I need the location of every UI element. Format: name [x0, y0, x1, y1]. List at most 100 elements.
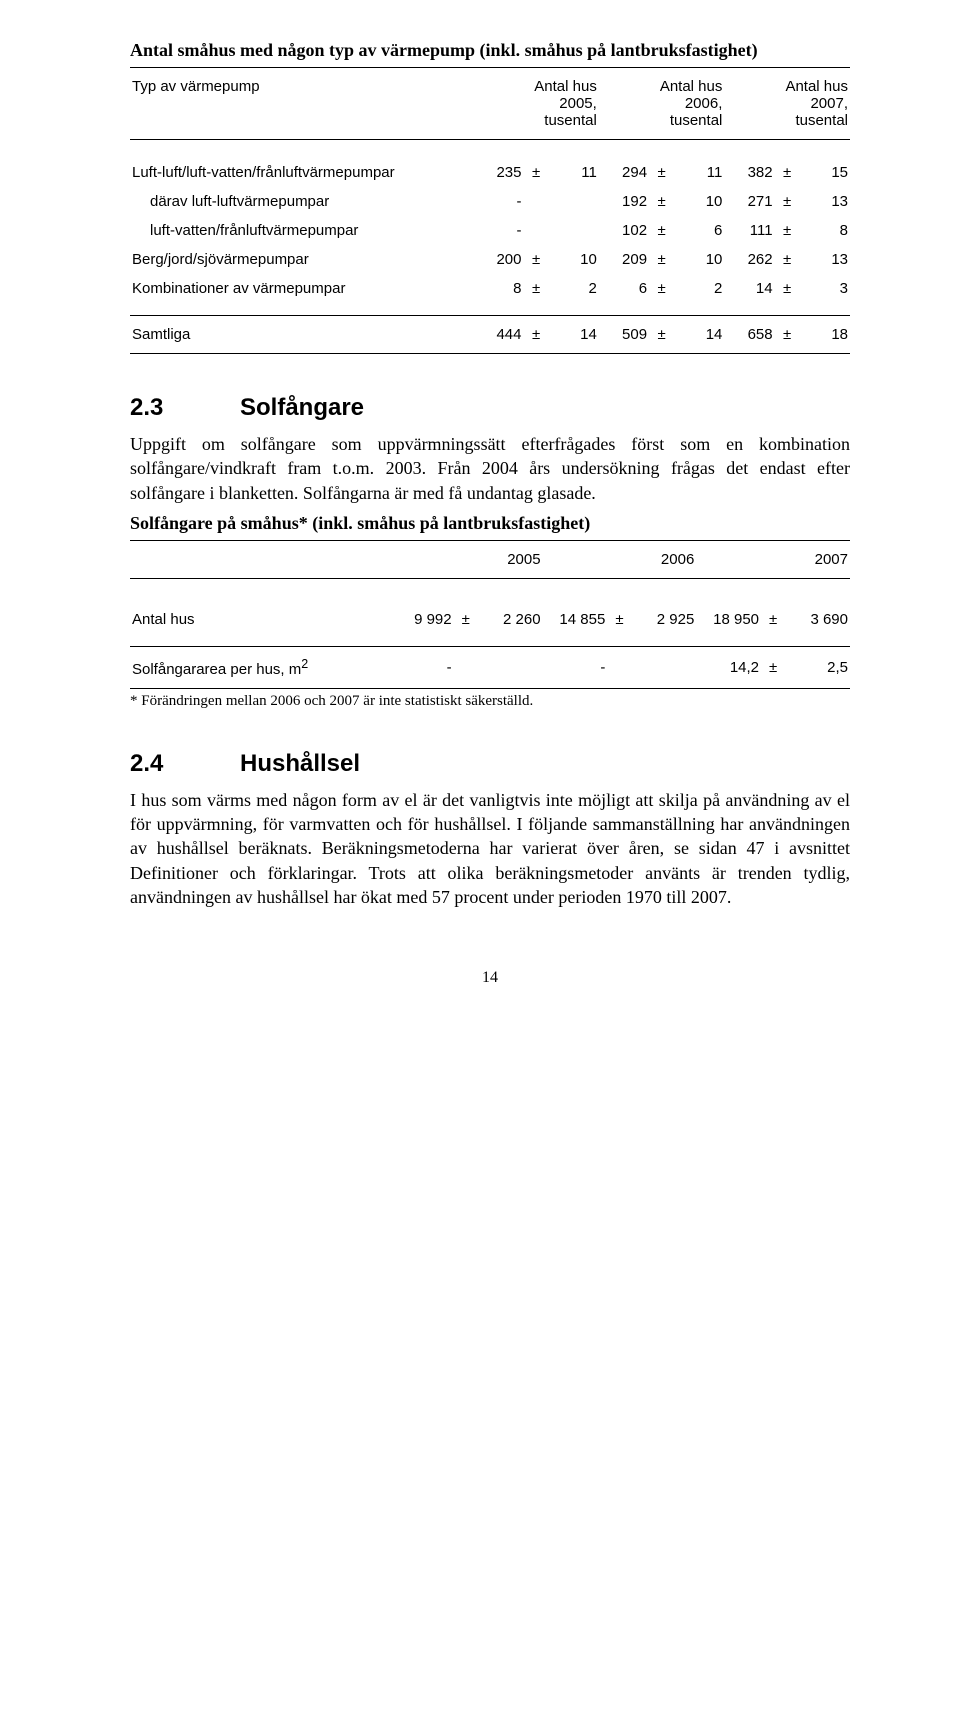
v: 102 — [599, 216, 649, 245]
e: 2,5 — [785, 651, 850, 684]
pm: ± — [649, 216, 674, 245]
pm — [524, 216, 549, 245]
table1-body: Luft-luft/luft-vatten/frånluftvärmepumpa… — [130, 158, 850, 303]
table-row: Berg/jord/sjövärmepumpar 200 ± 10 209 ± … — [130, 245, 850, 274]
t: tusental — [544, 112, 597, 129]
pm — [454, 651, 478, 684]
section-2-3-para: Uppgift om solfångare som uppvärmningssä… — [130, 432, 850, 505]
t: Antal hus — [660, 78, 723, 95]
pm: ± — [649, 320, 674, 349]
t: tusental — [795, 112, 848, 129]
v: 18 950 — [696, 605, 761, 634]
label: Solfångararea per hus, m2 — [130, 651, 389, 684]
pm: ± — [775, 187, 800, 216]
v: 209 — [599, 245, 649, 274]
v: 658 — [724, 320, 774, 349]
v: 14,2 — [696, 651, 761, 684]
v: 294 — [599, 158, 649, 187]
t: Antal hus — [534, 78, 597, 95]
t: 2005, — [559, 95, 597, 112]
e: 15 — [800, 158, 850, 187]
pm: ± — [649, 158, 674, 187]
rule — [130, 315, 850, 316]
table2-header: 2005 2006 2007 — [130, 545, 850, 574]
v: - — [473, 187, 523, 216]
t: 2006, — [685, 95, 723, 112]
v: 6 — [599, 274, 649, 303]
pm: ± — [524, 320, 549, 349]
table2-title: Solfångare på småhus* (inkl. småhus på l… — [130, 513, 850, 534]
section-title: Hushållsel — [240, 750, 360, 777]
col-2005: Antal hus 2005, tusental — [473, 72, 599, 135]
table-row: Samtliga 444 ± 14 509 ± 14 658 ± 18 — [130, 320, 850, 349]
e: 14 — [674, 320, 724, 349]
rule — [130, 688, 850, 689]
table-row: Kombinationer av värmepumpar 8 ± 2 6 ± 2… — [130, 274, 850, 303]
e: 2 — [549, 274, 599, 303]
e — [549, 187, 599, 216]
label: Antal hus — [130, 605, 389, 634]
v: 9 992 — [389, 605, 454, 634]
e — [549, 216, 599, 245]
t: 2007, — [810, 95, 848, 112]
e: 13 — [800, 245, 850, 274]
section-2-4-para: I hus som värms med någon form av el är … — [130, 788, 850, 909]
e: 8 — [800, 216, 850, 245]
e: 13 — [800, 187, 850, 216]
col-2007: Antal hus 2007, tusental — [724, 72, 850, 135]
e: 2 — [674, 274, 724, 303]
v: 14 855 — [543, 605, 608, 634]
pm: ± — [524, 158, 549, 187]
pm: ± — [761, 651, 785, 684]
table2-body2: Solfångararea per hus, m2 - - 14,2 ± 2,5 — [130, 651, 850, 684]
pm: ± — [649, 187, 674, 216]
table1-total: Samtliga 444 ± 14 509 ± 14 658 ± 18 — [130, 320, 850, 349]
pm: ± — [775, 158, 800, 187]
e: 2 260 — [478, 605, 543, 634]
rule — [130, 139, 850, 140]
t: tusental — [670, 112, 723, 129]
col-label: Typ av värmepump — [130, 72, 473, 135]
pm — [524, 187, 549, 216]
rule — [130, 67, 850, 68]
e: 10 — [674, 187, 724, 216]
label: Berg/jord/sjövärmepumpar — [130, 245, 473, 274]
label: Kombinationer av värmepumpar — [130, 274, 473, 303]
pm: ± — [524, 274, 549, 303]
v: 262 — [724, 245, 774, 274]
e: 10 — [549, 245, 599, 274]
v: - — [473, 216, 523, 245]
table-row: 2005 2006 2007 — [130, 545, 850, 574]
col-2007: 2007 — [696, 545, 850, 574]
e: 2 925 — [632, 605, 697, 634]
label: Luft-luft/luft-vatten/frånluftvärmepumpa… — [130, 158, 473, 187]
label: luft-vatten/frånluftvärmepumpar — [130, 216, 473, 245]
pm: ± — [775, 216, 800, 245]
pm: ± — [649, 245, 674, 274]
t: Antal hus — [785, 78, 848, 95]
section-num: 2.4 — [130, 750, 240, 778]
pm: ± — [524, 245, 549, 274]
v: 200 — [473, 245, 523, 274]
e: 14 — [549, 320, 599, 349]
e — [632, 651, 697, 684]
v: 382 — [724, 158, 774, 187]
section-2-3-heading: 2.3Solfångare — [130, 394, 850, 422]
e: 11 — [549, 158, 599, 187]
table2-footnote: * Förändringen mellan 2006 och 2007 är i… — [130, 693, 850, 710]
v: 271 — [724, 187, 774, 216]
col-2006: 2006 — [543, 545, 697, 574]
v: 444 — [473, 320, 523, 349]
sup: 2 — [301, 657, 308, 671]
pm: ± — [649, 274, 674, 303]
pm: ± — [607, 605, 631, 634]
v: 111 — [724, 216, 774, 245]
col-2006: Antal hus 2006, tusental — [599, 72, 725, 135]
e: 3 — [800, 274, 850, 303]
v: 235 — [473, 158, 523, 187]
pm: ± — [761, 605, 785, 634]
e: 10 — [674, 245, 724, 274]
v: 192 — [599, 187, 649, 216]
v: - — [389, 651, 454, 684]
table-row: Luft-luft/luft-vatten/frånluftvärmepumpa… — [130, 158, 850, 187]
